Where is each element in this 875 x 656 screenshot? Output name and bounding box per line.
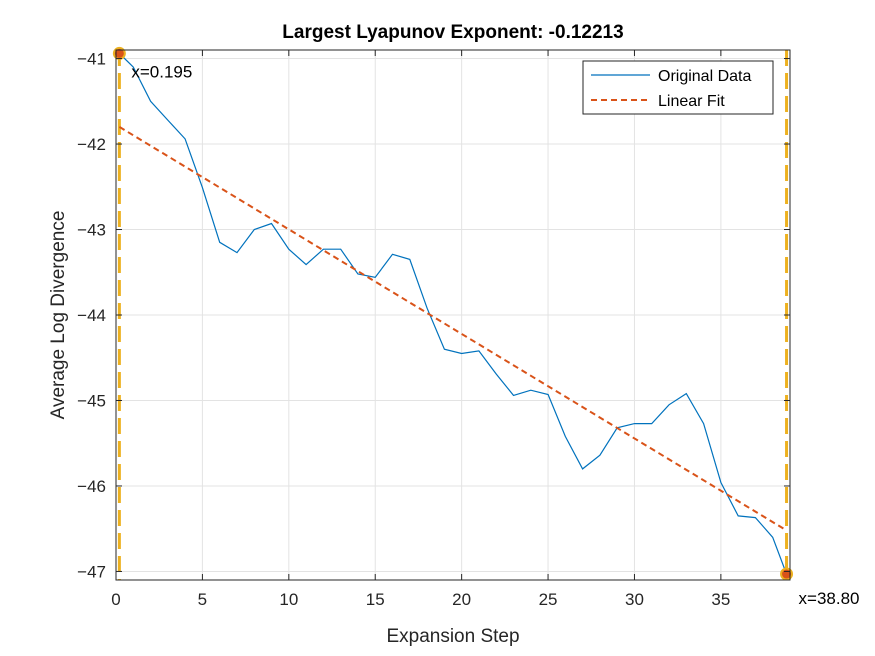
chart-title: Largest Lyapunov Exponent: -0.12213 xyxy=(282,22,623,43)
x-axis-label: Expansion Step xyxy=(386,626,519,647)
grid xyxy=(115,50,790,580)
y-tick-label: −41 xyxy=(77,50,106,69)
x-tick-label: 25 xyxy=(539,590,558,609)
endpoint-label: x=38.80 xyxy=(799,589,860,608)
series xyxy=(118,52,788,575)
x-tick-label: 10 xyxy=(279,590,298,609)
x-tick-label: 0 xyxy=(111,590,120,609)
y-tick-label: −44 xyxy=(77,306,106,325)
y-tick-label: −42 xyxy=(77,135,106,154)
x-tick-label: 5 xyxy=(198,590,207,609)
y-tick-label: −45 xyxy=(77,391,106,410)
x-tick-label: 30 xyxy=(625,590,644,609)
endpoint-label: x=0.195 xyxy=(131,62,192,81)
series-line-original-data xyxy=(118,52,788,575)
legend-entry-linear-fit: Linear Fit xyxy=(658,93,725,110)
legend: Original Data Linear Fit xyxy=(582,60,774,115)
ticks: 0 5 10 15 20 25 30 35 −41 −42 −43 −44 −45 −46 −47 xyxy=(77,50,790,609)
x-tick-label: 15 xyxy=(366,590,385,609)
y-tick-label: −43 xyxy=(77,221,106,240)
legend-entry-original-data: Original Data xyxy=(658,68,751,85)
y-tick-label: −47 xyxy=(77,562,106,581)
endpoint-markers: x=0.195 x=38.80 xyxy=(112,46,860,608)
y-axis-label: Average Log Divergence xyxy=(48,211,69,420)
x-tick-label: 20 xyxy=(452,590,471,609)
x-tick-label: 35 xyxy=(711,590,730,609)
legend-box xyxy=(582,60,774,115)
y-tick-label: −46 xyxy=(77,477,106,496)
